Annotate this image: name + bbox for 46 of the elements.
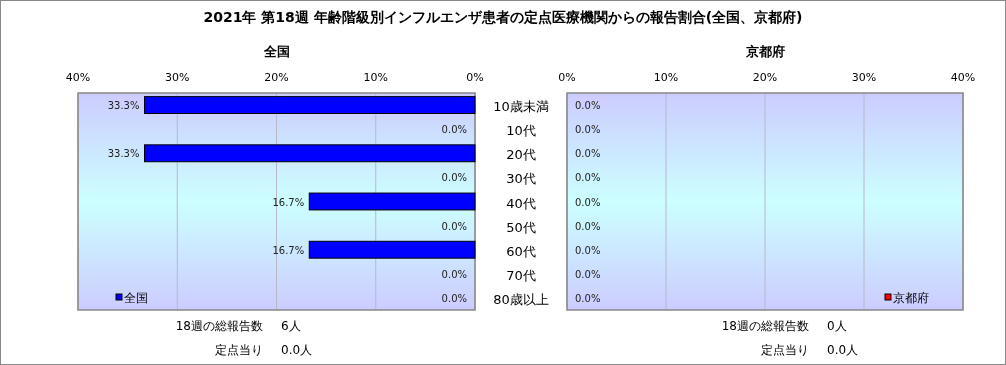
data-label: 0.0%: [575, 220, 601, 232]
x-tick-label: 10%: [653, 71, 679, 84]
legend-label: 全国: [124, 291, 148, 305]
x-tick-label: 0%: [558, 71, 576, 84]
data-label: 0.0%: [575, 196, 601, 208]
x-tick-label: 10%: [363, 71, 388, 84]
data-label: 0.0%: [575, 244, 601, 256]
y-tick-label: 20代: [506, 147, 536, 163]
data-label: 0.0%: [575, 148, 601, 160]
data-label: 0.0%: [441, 124, 467, 136]
data-label: 0.0%: [441, 172, 467, 184]
y-tick-label: 10歳未満: [493, 99, 549, 115]
y-tick-label: 40代: [506, 195, 536, 211]
x-tick-label: 30%: [165, 71, 190, 84]
data-label: 0.0%: [441, 268, 467, 280]
x-tick-label: 30%: [851, 71, 877, 84]
data-label: 0.0%: [575, 172, 601, 184]
x-tick-label: 20%: [264, 71, 289, 84]
data-label: 33.3%: [107, 148, 140, 160]
data-label: 16.7%: [272, 244, 305, 256]
text: 2021年 第18週 年齢階級別インフルエンザ患者の定点医療機関からの報告割合(全国、京都府): [203, 9, 803, 25]
text: 定点当り 0.0人: [215, 343, 313, 357]
y-tick-label: 10代: [506, 123, 536, 139]
x-tick-label: 40%: [65, 71, 91, 84]
data-label: 0.0%: [575, 268, 601, 280]
data-label: 0.0%: [575, 292, 601, 304]
legend-label: 京都府: [893, 291, 929, 305]
y-tick-label: 70代: [506, 267, 536, 283]
text: 18週の総報告数 0人: [721, 319, 847, 333]
y-tick-label: 50代: [506, 219, 536, 235]
x-tick-label: 40%: [950, 71, 976, 84]
y-tick-label: 60代: [506, 243, 536, 259]
data-label: 16.7%: [272, 196, 305, 208]
data-label: 0.0%: [441, 292, 467, 304]
data-label: 0.0%: [575, 124, 601, 136]
data-label: 33.3%: [107, 100, 140, 112]
x-tick-label: 0%: [466, 71, 484, 84]
chart-subtitle: 全国: [262, 44, 290, 59]
text: 18週の総報告数 6人: [175, 319, 301, 333]
data-label: 0.0%: [575, 100, 601, 112]
data-label: 0.0%: [441, 220, 467, 232]
text: 定点当り 0.0人: [761, 343, 859, 357]
chart-title: 京都府: [744, 44, 785, 59]
y-tick-label: 80歳以上: [493, 291, 549, 307]
x-tick-label: 20%: [752, 71, 778, 84]
y-tick-label: 30代: [506, 171, 536, 187]
